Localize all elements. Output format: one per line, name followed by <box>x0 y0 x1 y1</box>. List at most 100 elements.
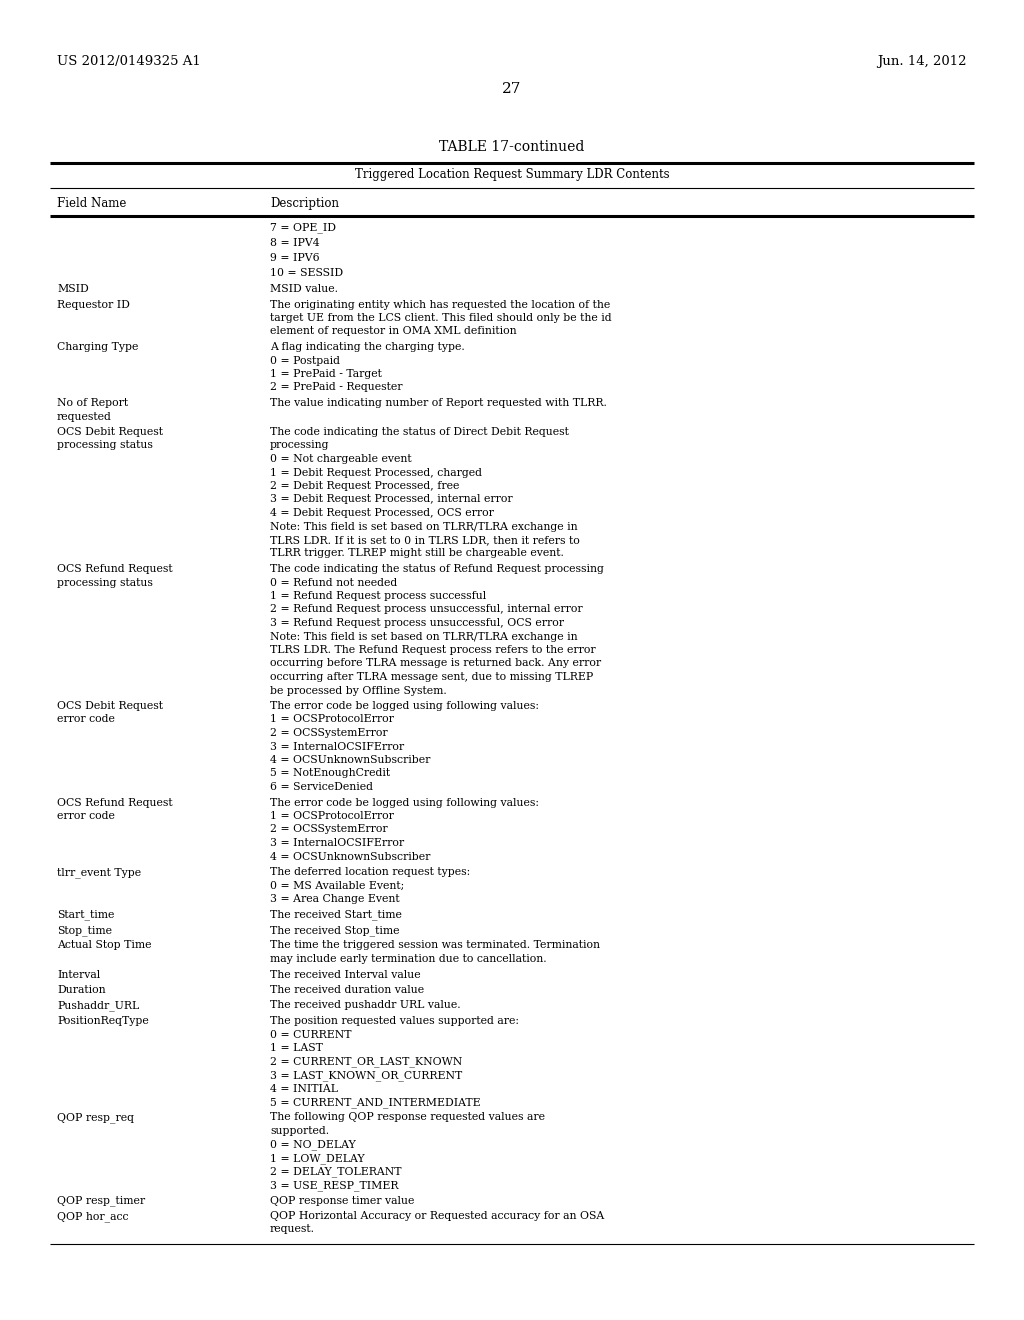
Text: 3 = Debit Request Processed, internal error: 3 = Debit Request Processed, internal er… <box>270 495 513 504</box>
Text: Charging Type: Charging Type <box>57 342 138 352</box>
Text: processing: processing <box>270 441 330 450</box>
Text: The received pushaddr URL value.: The received pushaddr URL value. <box>270 1001 461 1011</box>
Text: Actual Stop Time: Actual Stop Time <box>57 940 152 950</box>
Text: Triggered Location Request Summary LDR Contents: Triggered Location Request Summary LDR C… <box>354 168 670 181</box>
Text: TLRR trigger. TLREP might still be chargeable event.: TLRR trigger. TLREP might still be charg… <box>270 549 564 558</box>
Text: Field Name: Field Name <box>57 197 126 210</box>
Text: QOP hor_acc: QOP hor_acc <box>57 1210 128 1222</box>
Text: QOP resp_req: QOP resp_req <box>57 1113 134 1123</box>
Text: The code indicating the status of Refund Request processing: The code indicating the status of Refund… <box>270 564 604 574</box>
Text: 1 = Debit Request Processed, charged: 1 = Debit Request Processed, charged <box>270 467 482 478</box>
Text: element of requestor in OMA XML definition: element of requestor in OMA XML definiti… <box>270 326 517 337</box>
Text: QOP response timer value: QOP response timer value <box>270 1196 415 1205</box>
Text: 5 = NotEnoughCredit: 5 = NotEnoughCredit <box>270 768 390 779</box>
Text: The deferred location request types:: The deferred location request types: <box>270 867 470 876</box>
Text: 2 = Debit Request Processed, free: 2 = Debit Request Processed, free <box>270 480 460 491</box>
Text: occurring before TLRA message is returned back. Any error: occurring before TLRA message is returne… <box>270 659 601 668</box>
Text: 0 = CURRENT: 0 = CURRENT <box>270 1030 351 1040</box>
Text: 3 = LAST_KNOWN_OR_CURRENT: 3 = LAST_KNOWN_OR_CURRENT <box>270 1071 462 1081</box>
Text: occurring after TLRA message sent, due to missing TLREP: occurring after TLRA message sent, due t… <box>270 672 593 682</box>
Text: Stop_time: Stop_time <box>57 925 112 936</box>
Text: The error code be logged using following values:: The error code be logged using following… <box>270 701 539 711</box>
Text: request.: request. <box>270 1225 315 1234</box>
Text: 0 = MS Available Event;: 0 = MS Available Event; <box>270 880 404 891</box>
Text: 1 = LAST: 1 = LAST <box>270 1043 323 1053</box>
Text: 1 = LOW_DELAY: 1 = LOW_DELAY <box>270 1152 365 1164</box>
Text: Requestor ID: Requestor ID <box>57 300 130 309</box>
Text: 7 = OPE_ID: 7 = OPE_ID <box>270 222 336 232</box>
Text: The received duration value: The received duration value <box>270 985 424 995</box>
Text: 1 = OCSProtocolError: 1 = OCSProtocolError <box>270 714 394 725</box>
Text: processing status: processing status <box>57 578 153 587</box>
Text: requested: requested <box>57 412 112 421</box>
Text: Note: This field is set based on TLRR/TLRA exchange in: Note: This field is set based on TLRR/TL… <box>270 521 578 532</box>
Text: US 2012/0149325 A1: US 2012/0149325 A1 <box>57 55 201 69</box>
Text: 3 = USE_RESP_TIMER: 3 = USE_RESP_TIMER <box>270 1180 398 1191</box>
Text: 4 = Debit Request Processed, OCS error: 4 = Debit Request Processed, OCS error <box>270 508 494 517</box>
Text: MSID value.: MSID value. <box>270 284 338 294</box>
Text: PositionReqType: PositionReqType <box>57 1016 148 1026</box>
Text: 0 = Postpaid: 0 = Postpaid <box>270 355 340 366</box>
Text: 9 = IPV6: 9 = IPV6 <box>270 253 319 263</box>
Text: The received Interval value: The received Interval value <box>270 969 421 979</box>
Text: error code: error code <box>57 714 115 725</box>
Text: The time the triggered session was terminated. Termination: The time the triggered session was termi… <box>270 940 600 950</box>
Text: The following QOP response requested values are: The following QOP response requested val… <box>270 1113 545 1122</box>
Text: The error code be logged using following values:: The error code be logged using following… <box>270 797 539 808</box>
Text: 1 = PrePaid - Target: 1 = PrePaid - Target <box>270 370 382 379</box>
Text: target UE from the LCS client. This filed should only be the id: target UE from the LCS client. This file… <box>270 313 611 323</box>
Text: processing status: processing status <box>57 441 153 450</box>
Text: 2 = PrePaid - Requester: 2 = PrePaid - Requester <box>270 383 402 392</box>
Text: 0 = Not chargeable event: 0 = Not chargeable event <box>270 454 412 465</box>
Text: Pushaddr_URL: Pushaddr_URL <box>57 1001 139 1011</box>
Text: 1 = OCSProtocolError: 1 = OCSProtocolError <box>270 810 394 821</box>
Text: 0 = Refund not needed: 0 = Refund not needed <box>270 578 397 587</box>
Text: 10 = SESSID: 10 = SESSID <box>270 268 343 279</box>
Text: A flag indicating the charging type.: A flag indicating the charging type. <box>270 342 465 352</box>
Text: supported.: supported. <box>270 1126 329 1137</box>
Text: 2 = CURRENT_OR_LAST_KNOWN: 2 = CURRENT_OR_LAST_KNOWN <box>270 1056 462 1067</box>
Text: OCS Refund Request: OCS Refund Request <box>57 797 173 808</box>
Text: OCS Debit Request: OCS Debit Request <box>57 701 163 711</box>
Text: Duration: Duration <box>57 985 105 995</box>
Text: tlrr_event Type: tlrr_event Type <box>57 867 141 878</box>
Text: 3 = InternalOCSIFError: 3 = InternalOCSIFError <box>270 742 404 751</box>
Text: The received Start_time: The received Start_time <box>270 909 401 920</box>
Text: The originating entity which has requested the location of the: The originating entity which has request… <box>270 300 610 309</box>
Text: Start_time: Start_time <box>57 909 115 920</box>
Text: TLRS LDR. The Refund Request process refers to the error: TLRS LDR. The Refund Request process ref… <box>270 645 596 655</box>
Text: 2 = OCSSystemError: 2 = OCSSystemError <box>270 825 388 834</box>
Text: 3 = Refund Request process unsuccessful, OCS error: 3 = Refund Request process unsuccessful,… <box>270 618 564 628</box>
Text: Note: This field is set based on TLRR/TLRA exchange in: Note: This field is set based on TLRR/TL… <box>270 631 578 642</box>
Text: be processed by Offline System.: be processed by Offline System. <box>270 685 446 696</box>
Text: QOP resp_timer: QOP resp_timer <box>57 1196 145 1206</box>
Text: The received Stop_time: The received Stop_time <box>270 925 399 936</box>
Text: Interval: Interval <box>57 969 100 979</box>
Text: 0 = NO_DELAY: 0 = NO_DELAY <box>270 1139 355 1150</box>
Text: MSID: MSID <box>57 284 89 294</box>
Text: TABLE 17-continued: TABLE 17-continued <box>439 140 585 154</box>
Text: TLRS LDR. If it is set to 0 in TLRS LDR, then it refers to: TLRS LDR. If it is set to 0 in TLRS LDR,… <box>270 535 580 545</box>
Text: QOP Horizontal Accuracy or Requested accuracy for an OSA: QOP Horizontal Accuracy or Requested acc… <box>270 1210 604 1221</box>
Text: The value indicating number of Report requested with TLRR.: The value indicating number of Report re… <box>270 399 607 408</box>
Text: 6 = ServiceDenied: 6 = ServiceDenied <box>270 781 373 792</box>
Text: may include early termination due to cancellation.: may include early termination due to can… <box>270 954 547 964</box>
Text: 2 = Refund Request process unsuccessful, internal error: 2 = Refund Request process unsuccessful,… <box>270 605 583 615</box>
Text: No of Report: No of Report <box>57 399 128 408</box>
Text: 4 = OCSUnknownSubscriber: 4 = OCSUnknownSubscriber <box>270 755 430 766</box>
Text: error code: error code <box>57 810 115 821</box>
Text: 5 = CURRENT_AND_INTERMEDIATE: 5 = CURRENT_AND_INTERMEDIATE <box>270 1097 480 1107</box>
Text: 1 = Refund Request process successful: 1 = Refund Request process successful <box>270 591 486 601</box>
Text: The code indicating the status of Direct Debit Request: The code indicating the status of Direct… <box>270 426 569 437</box>
Text: 3 = InternalOCSIFError: 3 = InternalOCSIFError <box>270 838 404 847</box>
Text: The position requested values supported are:: The position requested values supported … <box>270 1016 519 1026</box>
Text: OCS Debit Request: OCS Debit Request <box>57 426 163 437</box>
Text: 3 = Area Change Event: 3 = Area Change Event <box>270 894 399 904</box>
Text: Description: Description <box>270 197 339 210</box>
Text: 4 = OCSUnknownSubscriber: 4 = OCSUnknownSubscriber <box>270 851 430 862</box>
Text: Jun. 14, 2012: Jun. 14, 2012 <box>878 55 967 69</box>
Text: 8 = IPV4: 8 = IPV4 <box>270 238 319 248</box>
Text: 4 = INITIAL: 4 = INITIAL <box>270 1084 338 1093</box>
Text: OCS Refund Request: OCS Refund Request <box>57 564 173 574</box>
Text: 2 = DELAY_TOLERANT: 2 = DELAY_TOLERANT <box>270 1167 401 1177</box>
